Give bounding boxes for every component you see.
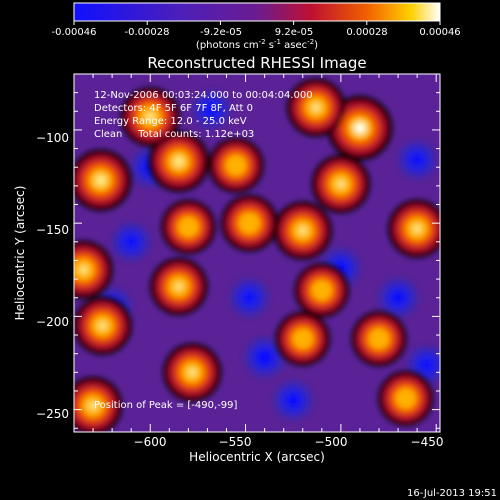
source-core xyxy=(257,350,272,365)
bright-source xyxy=(388,199,440,258)
source-peak xyxy=(355,123,365,133)
y-tick-label: −150 xyxy=(36,223,69,237)
bright-source xyxy=(294,263,349,318)
colorbar-tick-label: 0.00028 xyxy=(346,27,387,38)
source-core xyxy=(94,174,107,186)
source-core xyxy=(126,236,137,247)
heatmap-image xyxy=(74,74,440,432)
source-core xyxy=(244,292,255,303)
x-tick-label: −550 xyxy=(219,435,252,449)
colorbar-ticks xyxy=(73,21,441,25)
positive-sources xyxy=(74,78,440,432)
bright-source xyxy=(221,194,278,252)
colorbar-tick-label: -9.2e-05 xyxy=(200,27,242,38)
bright-source xyxy=(74,149,132,211)
chart-title: Reconstructed RHESSI Image xyxy=(147,54,366,72)
source-core xyxy=(412,224,422,234)
bright-source xyxy=(287,78,346,137)
bright-source xyxy=(273,201,332,260)
bright-source xyxy=(351,311,407,367)
source-core xyxy=(421,359,432,371)
bright-source xyxy=(275,311,330,366)
x-axis-ticks xyxy=(73,74,437,432)
y-tick-label: −100 xyxy=(36,131,69,145)
source-layer xyxy=(292,328,314,350)
bright-source xyxy=(74,240,113,299)
colorbar-tick-label: -0.00028 xyxy=(125,27,170,38)
dark-source xyxy=(111,222,151,262)
source-core xyxy=(336,179,346,189)
annotation-detectors: Detectors: 4F 5F 6F 7F 8F, Att 0 xyxy=(94,103,253,114)
dark-source xyxy=(377,277,419,318)
x-axis-label: Heliocentric X (arcsec) xyxy=(189,450,325,464)
x-tick-label: −600 xyxy=(134,435,167,449)
y-tick-label: −250 xyxy=(36,407,69,421)
source-core xyxy=(174,282,183,291)
bright-source xyxy=(148,131,210,192)
bright-source xyxy=(378,371,434,426)
source-core xyxy=(298,226,308,235)
dark-source xyxy=(229,278,269,318)
annotation-energy-range: Energy Range: 12.0 - 25.0 keV xyxy=(94,116,247,127)
source-core xyxy=(187,368,197,377)
source-core xyxy=(287,394,300,407)
bright-source xyxy=(311,155,370,214)
source-layer xyxy=(394,387,417,410)
plot-frame xyxy=(73,73,441,433)
source-core xyxy=(311,103,321,112)
dark-source xyxy=(191,89,231,129)
source-core xyxy=(392,291,405,304)
bright-source xyxy=(208,137,264,193)
y-axis-label: Heliocentric Y (arcsec) xyxy=(13,186,27,321)
colorbar-tick-label: -0.00046 xyxy=(52,27,97,38)
bright-source xyxy=(161,199,216,254)
colorbar xyxy=(73,2,441,22)
source-core xyxy=(98,321,107,330)
source-core xyxy=(79,265,88,275)
dark-source xyxy=(273,380,314,421)
footer-timestamp: 16-Jul-2013 19:51 xyxy=(407,488,497,499)
colorbar-units: (photons cm-2 s-1 asec-2) xyxy=(196,38,318,51)
x-tick-label: −500 xyxy=(315,435,348,449)
source-core xyxy=(145,112,155,122)
dark-source xyxy=(397,140,437,180)
annotation-block: 12-Nov-2006 00:03:24.000 to 00:04:04.000… xyxy=(94,90,313,411)
source-core xyxy=(173,156,185,167)
source-layer xyxy=(177,216,199,238)
bright-source xyxy=(150,257,208,316)
annotation-time-range: 12-Nov-2006 00:03:24.000 to 00:04:04.000 xyxy=(94,90,313,101)
source-core xyxy=(206,104,217,115)
source-core xyxy=(88,401,98,411)
y-tick-label: −200 xyxy=(36,315,69,329)
annotation-clean-counts: Clean Total counts: 1.12e+03 xyxy=(94,129,254,140)
dark-source xyxy=(243,336,286,379)
bright-source xyxy=(74,296,132,355)
y-axis-ticks xyxy=(74,73,440,429)
source-layer xyxy=(368,328,390,350)
annotation-peak-position: Position of Peak = [-490,-99] xyxy=(94,400,238,411)
colorbar-tick-label: 0.00046 xyxy=(419,27,460,38)
source-layer xyxy=(311,279,333,301)
colorbar-tick-label: 9.2e-05 xyxy=(275,27,313,38)
bright-source xyxy=(74,376,123,432)
bright-source xyxy=(120,87,180,147)
bright-source xyxy=(163,343,222,402)
source-core xyxy=(411,154,423,165)
x-tick-label: −450 xyxy=(411,435,444,449)
source-layer xyxy=(225,154,247,177)
source-layer xyxy=(238,212,261,235)
